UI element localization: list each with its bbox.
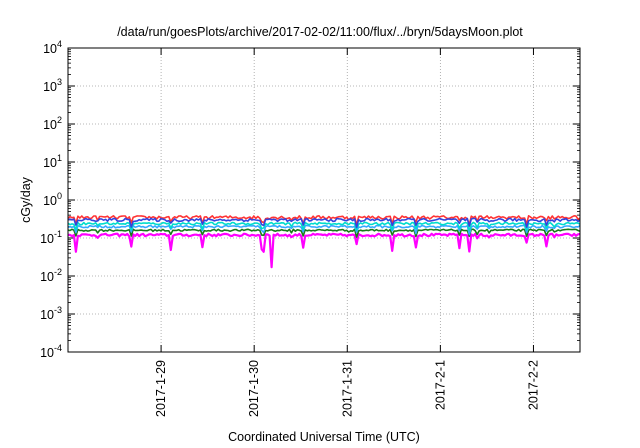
x-tick-label: 2017-2-2: [526, 360, 540, 410]
data-series: [67, 215, 581, 269]
y-tick-label: 101: [43, 153, 62, 170]
x-tick-label: 2017-1-29: [154, 360, 168, 417]
series-line: [67, 224, 581, 236]
series-line: [67, 228, 581, 238]
y-tick-label: 10-2: [40, 267, 62, 284]
y-axis-label: cGy/day: [19, 176, 33, 223]
y-tick-label: 103: [43, 77, 62, 94]
series-line: [67, 217, 581, 229]
series-line: [67, 221, 581, 232]
y-tick-label: 10-4: [40, 343, 62, 360]
chart-title: /data/run/goesPlots/archive/2017-02-02/1…: [117, 25, 523, 39]
y-tick-label: 10-1: [40, 229, 62, 246]
gridlines: [68, 47, 580, 353]
series-line: [68, 232, 581, 269]
x-tick-label: 2017-2-1: [433, 360, 447, 410]
y-tick-label: 102: [43, 115, 62, 132]
x-tick-labels: 2017-1-29 2017-1-30 2017-1-31 2017-2-1 2017-…: [154, 360, 540, 417]
y-tick-label: 10-3: [40, 305, 62, 322]
x-tick-label: 2017-1-31: [340, 360, 354, 417]
y-tick-label: 100: [43, 191, 62, 208]
plot-frame: [67, 47, 581, 353]
series-line: [67, 215, 581, 227]
y-tick-label: 104: [43, 39, 62, 56]
y-tick-labels: 10-4 10-3 10-2 10-1 100 101 102 103 104: [40, 39, 62, 360]
x-tick-label: 2017-1-30: [247, 360, 261, 417]
x-axis-label: Coordinated Universal Time (UTC): [228, 430, 420, 444]
